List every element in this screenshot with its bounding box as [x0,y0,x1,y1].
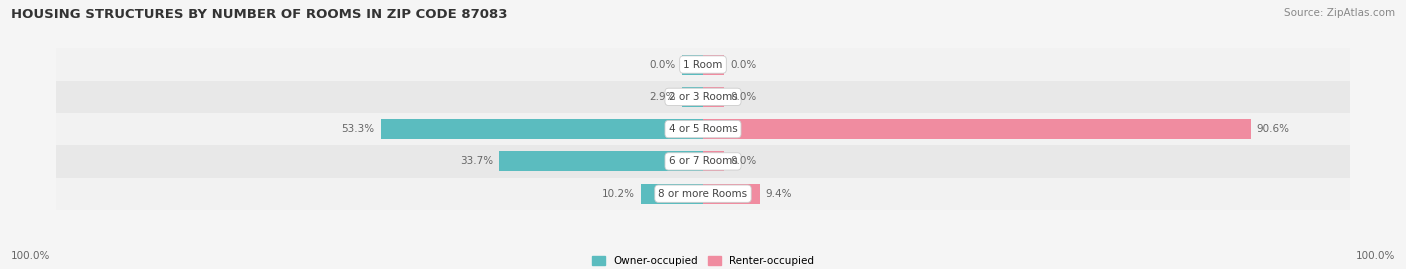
Bar [56,113,1350,145]
Text: Source: ZipAtlas.com: Source: ZipAtlas.com [1284,8,1395,18]
Text: 2.9%: 2.9% [650,92,676,102]
Text: 8 or more Rooms: 8 or more Rooms [658,189,748,199]
Bar [56,145,1350,178]
Bar [56,178,1350,210]
Text: 100.0%: 100.0% [11,251,51,261]
Bar [703,55,724,75]
Text: 4 or 5 Rooms: 4 or 5 Rooms [669,124,737,134]
Bar [703,151,724,171]
Bar [381,119,703,139]
Bar [682,55,703,75]
Text: 1 Room: 1 Room [683,59,723,70]
Text: 6 or 7 Rooms: 6 or 7 Rooms [669,156,737,167]
Text: 0.0%: 0.0% [650,59,676,70]
Bar [682,87,703,107]
Bar [703,119,1250,139]
Text: 33.7%: 33.7% [460,156,494,167]
Text: 2 or 3 Rooms: 2 or 3 Rooms [669,92,737,102]
Bar [56,48,1350,81]
Text: 0.0%: 0.0% [730,59,756,70]
Text: 53.3%: 53.3% [342,124,375,134]
Bar [703,87,724,107]
Text: 90.6%: 90.6% [1257,124,1289,134]
Bar [703,184,759,204]
Bar [641,184,703,204]
Text: 0.0%: 0.0% [730,92,756,102]
Text: 100.0%: 100.0% [1355,251,1395,261]
Legend: Owner-occupied, Renter-occupied: Owner-occupied, Renter-occupied [592,256,814,266]
Bar [56,81,1350,113]
Text: HOUSING STRUCTURES BY NUMBER OF ROOMS IN ZIP CODE 87083: HOUSING STRUCTURES BY NUMBER OF ROOMS IN… [11,8,508,21]
Text: 0.0%: 0.0% [730,156,756,167]
Text: 10.2%: 10.2% [602,189,636,199]
Bar [499,151,703,171]
Text: 9.4%: 9.4% [766,189,793,199]
